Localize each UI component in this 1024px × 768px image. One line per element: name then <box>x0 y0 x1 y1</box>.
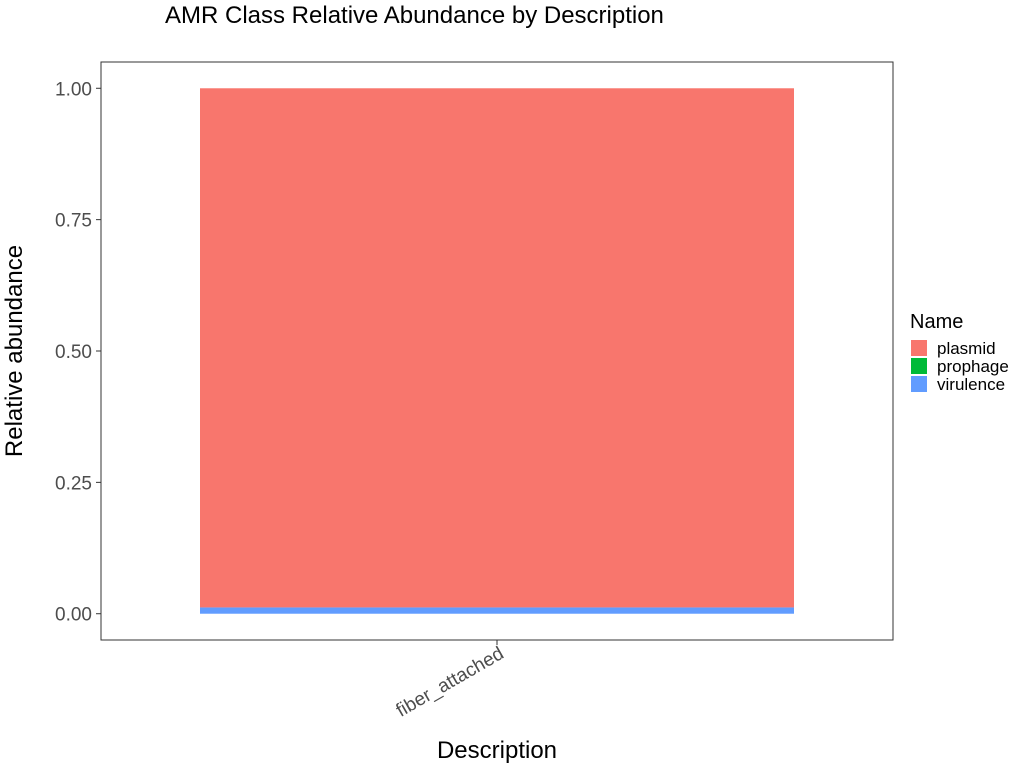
bar-plasmid-0 <box>200 88 794 608</box>
y-tick-label: 0.50 <box>55 342 92 363</box>
x-tick-label: fiber_attached <box>393 643 508 721</box>
chart-title: AMR Class Relative Abundance by Descript… <box>165 2 664 29</box>
bars <box>200 88 794 614</box>
legend-label-prophage: prophage <box>937 357 1009 376</box>
legend-title: Name <box>910 311 963 333</box>
plot-panel <box>100 61 894 641</box>
legend-key-virulence <box>911 376 927 392</box>
x-axis: fiber_attached <box>393 640 508 722</box>
bar-virulence-0 <box>200 607 794 614</box>
y-tick-label: 0.00 <box>55 605 92 626</box>
legend-label-virulence: virulence <box>937 375 1005 394</box>
y-tick-label: 0.25 <box>55 473 92 494</box>
legend-key-prophage <box>911 358 927 374</box>
y-axis: 0.00 0.25 0.50 0.75 1.00 <box>55 79 101 626</box>
y-tick-label: 1.00 <box>55 79 92 100</box>
y-tick-label: 0.75 <box>55 211 92 232</box>
legend-label-plasmid: plasmid <box>937 339 996 358</box>
x-axis-title: Description <box>437 737 557 764</box>
y-axis-title: Relative abundance <box>1 245 28 457</box>
legend-key-plasmid <box>911 340 927 356</box>
